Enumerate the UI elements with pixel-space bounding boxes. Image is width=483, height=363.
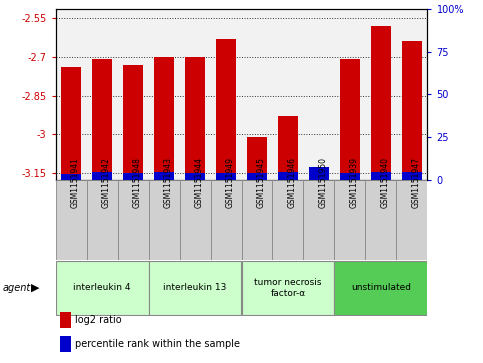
Bar	[303, 180, 334, 260]
Text: GSM1151944: GSM1151944	[195, 156, 204, 208]
Bar	[61, 67, 81, 180]
Text: GSM1151939: GSM1151939	[350, 156, 359, 208]
Bar	[340, 173, 360, 180]
Text: GSM1151940: GSM1151940	[381, 156, 390, 208]
Text: agent: agent	[2, 283, 30, 293]
Bar	[92, 172, 112, 180]
Text: tumor necrosis
factor-α: tumor necrosis factor-α	[254, 278, 322, 298]
Bar	[366, 180, 397, 260]
Text: GSM1151945: GSM1151945	[257, 156, 266, 208]
Bar	[371, 26, 391, 180]
Bar	[340, 60, 360, 180]
Text: GSM1151950: GSM1151950	[319, 156, 328, 208]
Bar	[371, 172, 391, 180]
Bar	[309, 167, 329, 180]
Text: GSM1151942: GSM1151942	[102, 157, 111, 208]
Text: interleukin 4: interleukin 4	[73, 283, 131, 292]
Bar	[216, 39, 236, 180]
Text: GSM1151946: GSM1151946	[288, 156, 297, 208]
Bar	[272, 180, 303, 260]
Bar	[180, 180, 211, 260]
Bar	[185, 173, 205, 180]
Bar	[56, 180, 86, 260]
Bar	[154, 172, 174, 180]
Bar	[92, 60, 112, 180]
Bar	[278, 117, 298, 180]
Text: percentile rank within the sample: percentile rank within the sample	[75, 339, 240, 349]
Bar	[402, 172, 422, 180]
Bar	[402, 41, 422, 180]
Bar	[242, 261, 334, 315]
Bar	[247, 137, 267, 180]
Bar	[154, 57, 174, 180]
Bar	[149, 180, 180, 260]
Bar	[56, 261, 149, 315]
Bar	[334, 180, 366, 260]
Bar	[123, 65, 143, 180]
Bar	[278, 172, 298, 180]
Bar	[149, 261, 242, 315]
Text: interleukin 13: interleukin 13	[163, 283, 227, 292]
Bar	[334, 261, 427, 315]
Bar	[61, 174, 81, 180]
Text: log2 ratio: log2 ratio	[75, 315, 122, 325]
Bar	[123, 173, 143, 180]
Text: unstimulated: unstimulated	[351, 283, 411, 292]
Bar	[216, 173, 236, 180]
Text: GSM1151941: GSM1151941	[71, 157, 80, 208]
Text: GSM1151943: GSM1151943	[164, 156, 173, 208]
Text: ▶: ▶	[30, 283, 39, 293]
Bar	[242, 180, 272, 260]
Text: GSM1151949: GSM1151949	[226, 156, 235, 208]
Bar	[211, 180, 242, 260]
Text: GSM1151948: GSM1151948	[133, 157, 142, 208]
Bar	[397, 180, 427, 260]
Bar	[185, 57, 205, 180]
Bar	[309, 173, 329, 180]
Bar	[247, 173, 267, 180]
Bar	[86, 180, 117, 260]
Text: GSM1151947: GSM1151947	[412, 156, 421, 208]
Bar	[117, 180, 149, 260]
